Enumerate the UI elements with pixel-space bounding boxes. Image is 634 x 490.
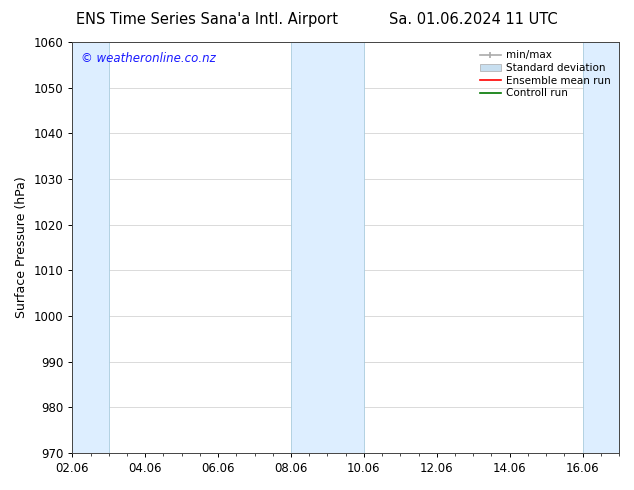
Legend: min/max, Standard deviation, Ensemble mean run, Controll run: min/max, Standard deviation, Ensemble me… [477,47,614,101]
Bar [291,42,364,453]
Y-axis label: Surface Pressure (hPa): Surface Pressure (hPa) [15,176,28,318]
Text: © weatheronline.co.nz: © weatheronline.co.nz [81,52,216,65]
Text: ENS Time Series Sana'a Intl. Airport: ENS Time Series Sana'a Intl. Airport [76,12,338,27]
Bar [72,42,109,453]
Text: Sa. 01.06.2024 11 UTC: Sa. 01.06.2024 11 UTC [389,12,558,27]
Bar [583,42,619,453]
